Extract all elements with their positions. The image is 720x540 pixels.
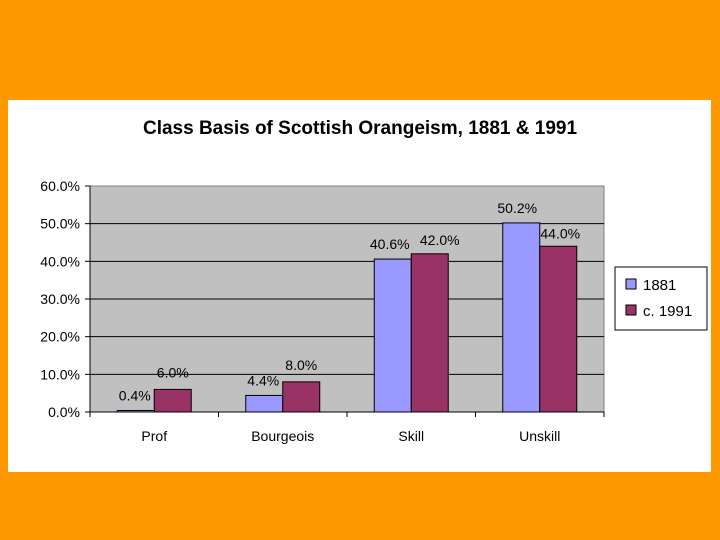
bar-1881 <box>502 222 541 413</box>
y-tick-label: 10.0% <box>40 366 80 382</box>
data-label: 0.4% <box>119 387 151 403</box>
x-tick-label: Prof <box>141 428 167 444</box>
bar-c1991 <box>410 253 449 413</box>
bar-1881 <box>373 258 412 413</box>
legend: 1881 c. 1991 <box>614 266 708 331</box>
bar-c1991 <box>539 245 578 413</box>
data-label: 6.0% <box>157 364 189 380</box>
bar-1881 <box>116 409 155 413</box>
data-label: 42.0% <box>420 232 460 248</box>
y-tick-label: 50.0% <box>40 216 80 232</box>
legend-label: 1881 <box>643 277 676 294</box>
bar-chart: Class Basis of Scottish Orangeism, 1881 … <box>40 118 708 444</box>
bar-c1991 <box>153 388 192 413</box>
data-label: 8.0% <box>285 357 317 373</box>
x-tick-label: Unskill <box>519 428 560 444</box>
legend-swatch <box>625 304 637 316</box>
y-tick-label: 40.0% <box>40 253 80 269</box>
y-tick-label: 30.0% <box>40 291 80 307</box>
plot-area: 0.0% 10.0% 20.0% 30.0% 40.0% 50.0% 60.0% Prof 0.… <box>40 178 605 444</box>
data-label: 4.4% <box>247 372 279 388</box>
y-tick-label: 20.0% <box>40 329 80 345</box>
bar-1881 <box>245 394 284 413</box>
y-tick-label: 60.0% <box>40 178 80 194</box>
legend-box <box>614 266 708 331</box>
x-tick-label: Bourgeois <box>251 428 314 444</box>
data-label: 50.2% <box>497 200 537 216</box>
chart-panel: Class Basis of Scottish Orangeism, 1881 … <box>8 100 711 472</box>
chart-title: Class Basis of Scottish Orangeism, 1881 … <box>143 118 577 139</box>
y-tick-label: 0.0% <box>48 404 80 420</box>
x-tick-label: Skill <box>398 428 424 444</box>
legend-swatch <box>625 278 637 290</box>
data-label: 40.6% <box>370 236 410 252</box>
legend-label: c. 1991 <box>643 303 692 320</box>
data-label: 44.0% <box>540 225 580 241</box>
bar-c1991 <box>282 381 321 413</box>
